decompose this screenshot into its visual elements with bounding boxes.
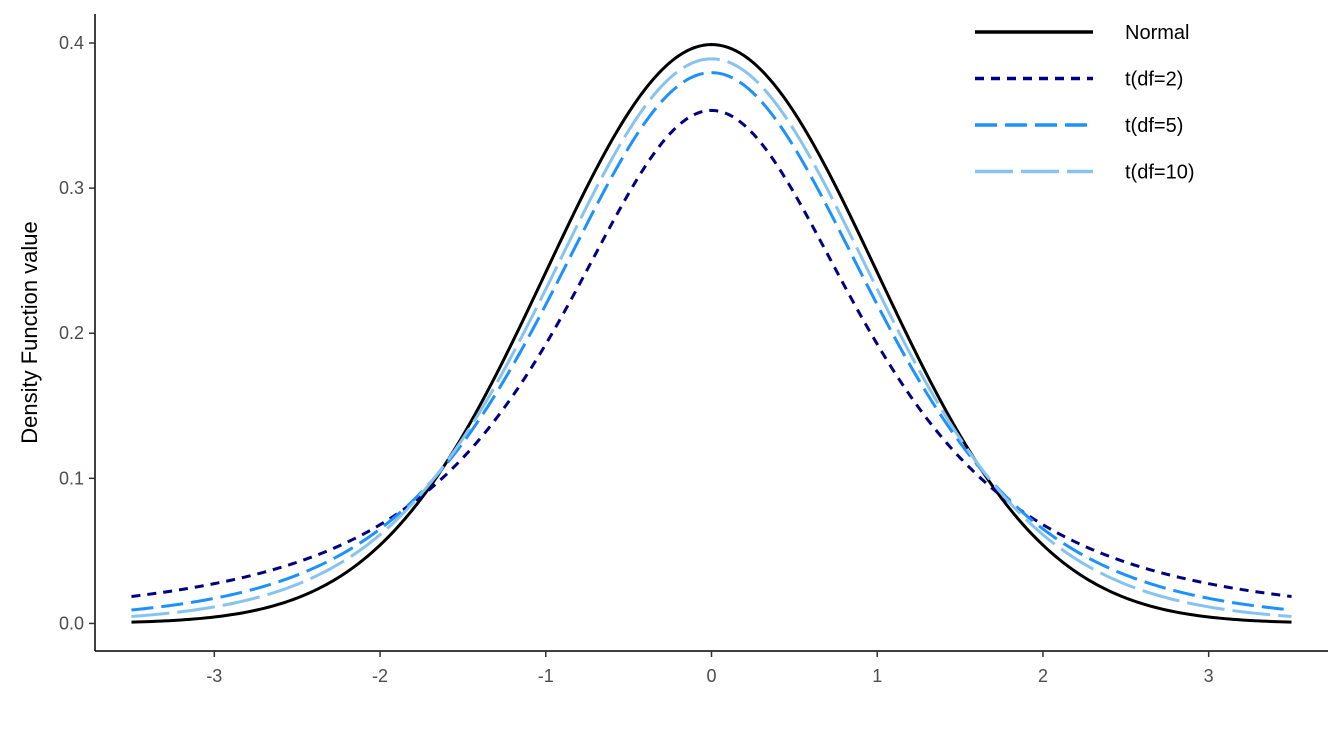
x-tick-label: -1 bbox=[538, 666, 554, 686]
x-axis-ticks: -3 -2 -1 0 1 2 3 bbox=[206, 651, 1214, 686]
x-tick-label: -2 bbox=[372, 666, 388, 686]
legend-label: t(df=10) bbox=[1125, 162, 1194, 184]
y-axis-ticks: 0.0 0.1 0.2 0.3 0.4 bbox=[59, 33, 95, 633]
x-tick-label: 1 bbox=[872, 666, 882, 686]
x-tick-label: 0 bbox=[706, 666, 716, 686]
y-tick-label: 0.1 bbox=[59, 468, 84, 488]
legend: Normal t(df=2) t(df=5) t(df=10) bbox=[975, 22, 1194, 184]
y-tick-label: 0.3 bbox=[59, 178, 84, 198]
series-line-t-df-5 bbox=[131, 71, 1292, 612]
legend-label: Normal bbox=[1125, 22, 1189, 44]
series-layer bbox=[131, 43, 1292, 624]
y-axis-title: Density Function value bbox=[17, 221, 42, 444]
y-tick-label: 0.0 bbox=[59, 613, 84, 633]
x-tick-label: -3 bbox=[206, 666, 222, 686]
plot-area: 0.0 0.1 0.2 0.3 0.4 -3 -2 -1 0 1 2 3 bbox=[59, 14, 1328, 686]
x-tick-label: 2 bbox=[1038, 666, 1048, 686]
legend-label: t(df=5) bbox=[1125, 115, 1183, 137]
series-line-t-df-2 bbox=[131, 108, 1292, 598]
series-line-normal bbox=[131, 43, 1292, 624]
y-tick-label: 0.2 bbox=[59, 323, 84, 343]
legend-label: t(df=2) bbox=[1125, 69, 1183, 91]
series-line-t-df-10 bbox=[131, 57, 1292, 618]
x-tick-label: 3 bbox=[1204, 666, 1214, 686]
y-tick-label: 0.4 bbox=[59, 33, 84, 53]
